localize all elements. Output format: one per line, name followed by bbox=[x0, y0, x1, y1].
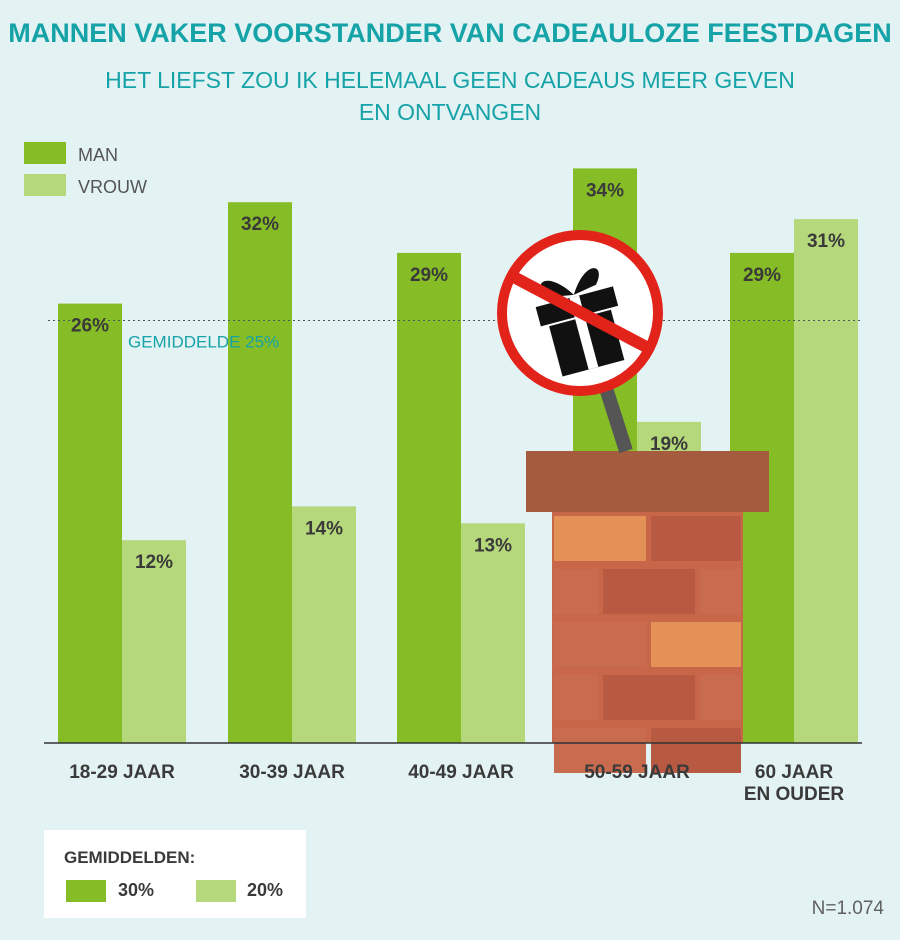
average-vrouw-value: 20% bbox=[247, 880, 284, 900]
no-gift-sign-icon bbox=[497, 230, 663, 454]
brick bbox=[603, 675, 695, 720]
brick bbox=[651, 622, 741, 667]
averages-box: GEMIDDELDEN: 30% 20% bbox=[44, 830, 306, 918]
value-label-vrouw-3: 13% bbox=[474, 535, 512, 556]
average-man-value: 30% bbox=[118, 880, 155, 900]
gift-bow-right bbox=[573, 268, 599, 295]
chart-title: MANNEN VAKER VOORSTANDER VAN CADEAULOZE … bbox=[8, 18, 892, 48]
category-label-3: 40-49 JAAR bbox=[408, 762, 514, 783]
subtitle-line-2: EN ONTVANGEN bbox=[358, 99, 542, 125]
value-label-vrouw-5: 31% bbox=[807, 231, 845, 252]
bar-vrouw-2 bbox=[292, 506, 356, 743]
bar-man-1 bbox=[58, 303, 122, 743]
brick bbox=[554, 728, 646, 773]
legend-swatch-man bbox=[24, 142, 66, 164]
brick bbox=[554, 622, 646, 667]
bar-man-2 bbox=[228, 202, 292, 743]
value-label-man-5: 29% bbox=[743, 265, 781, 286]
chimney-illustration bbox=[526, 451, 769, 773]
brick bbox=[700, 569, 741, 614]
bar-vrouw-1 bbox=[122, 540, 186, 743]
bar-man-3 bbox=[397, 252, 461, 743]
chimney-cap bbox=[526, 451, 769, 512]
bar-vrouw-3 bbox=[461, 523, 525, 743]
category-label-5: EN OUDER bbox=[744, 784, 845, 805]
category-label-5: 60 JAAR bbox=[755, 762, 833, 783]
value-label-man-2: 32% bbox=[241, 214, 279, 235]
sign-pole bbox=[598, 382, 633, 454]
value-label-vrouw-4: 19% bbox=[650, 434, 688, 455]
brick bbox=[700, 675, 741, 720]
brick bbox=[603, 569, 695, 614]
averages-heading: GEMIDDELDEN: bbox=[64, 848, 196, 867]
value-label-man-3: 29% bbox=[410, 265, 448, 286]
value-label-man-4: 34% bbox=[586, 180, 624, 201]
average-reference-label: GEMIDDELDE 25% bbox=[128, 333, 279, 352]
value-label-vrouw-1: 12% bbox=[135, 552, 173, 573]
brick bbox=[651, 516, 741, 561]
legend-swatch-vrouw bbox=[24, 174, 66, 196]
chart-subtitle: HET LIEFST ZOU IK HELEMAAL GEEN CADEAUS … bbox=[0, 64, 900, 128]
subtitle-line-1: HET LIEFST ZOU IK HELEMAAL GEEN CADEAUS … bbox=[105, 67, 795, 93]
sign-slash bbox=[507, 269, 655, 356]
value-label-man-1: 26% bbox=[71, 316, 109, 337]
value-label-vrouw-2: 14% bbox=[305, 518, 343, 539]
brick bbox=[554, 516, 646, 561]
brick bbox=[554, 569, 598, 614]
average-vrouw-swatch bbox=[196, 880, 236, 902]
legend-label-vrouw: VROUW bbox=[78, 177, 147, 197]
sample-size-note: N=1.074 bbox=[811, 898, 884, 919]
category-label-2: 30-39 JAAR bbox=[239, 762, 345, 783]
legend-label-man: MAN bbox=[78, 145, 118, 165]
average-man-swatch bbox=[66, 880, 106, 902]
brick bbox=[651, 728, 741, 773]
category-label-1: 18-29 JAAR bbox=[69, 762, 175, 783]
brick bbox=[554, 675, 598, 720]
bar-vrouw-5 bbox=[794, 219, 858, 744]
category-label-4: 50-59 JAAR bbox=[584, 762, 690, 783]
